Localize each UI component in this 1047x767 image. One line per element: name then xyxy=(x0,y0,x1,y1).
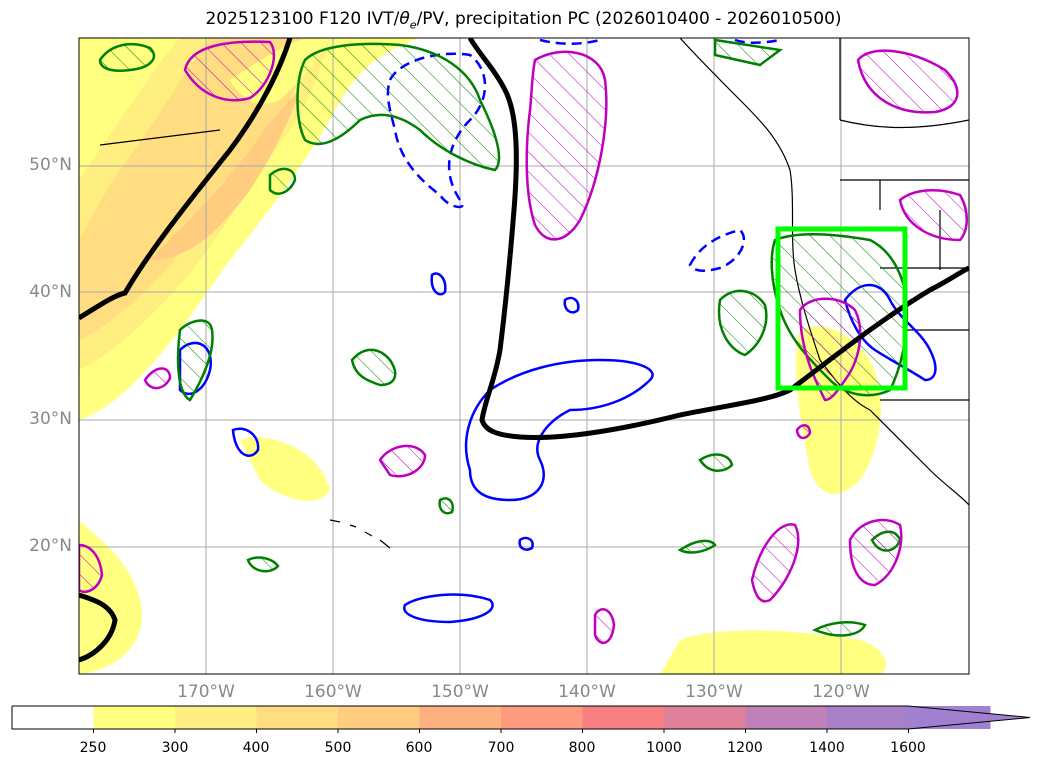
cb-label-500: 500 xyxy=(324,740,352,756)
colorbar-segment xyxy=(419,706,502,729)
colorbar-segment xyxy=(175,706,257,729)
cb-label-700: 700 xyxy=(487,740,515,756)
colorbar-segment xyxy=(12,706,94,729)
map-area xyxy=(79,38,969,674)
colorbar-segment xyxy=(582,706,665,729)
colorbar xyxy=(11,705,1031,733)
colorbar-segment xyxy=(664,706,746,729)
lat-label-30: 30°N xyxy=(29,409,72,429)
colorbar-segment xyxy=(256,706,339,729)
lon-label-170w: 170°W xyxy=(177,682,235,702)
colorbar-segment xyxy=(93,706,176,729)
cb-label-600: 600 xyxy=(405,740,433,756)
lat-label-50: 50°N xyxy=(29,155,72,175)
colorbar-segment xyxy=(745,706,828,729)
colorbar-segment xyxy=(827,706,909,729)
pv-negative-dashed xyxy=(386,38,781,272)
ivt-shading xyxy=(79,38,886,674)
lon-label-140w: 140°W xyxy=(558,682,616,702)
colorbar-segment xyxy=(501,706,583,729)
precip-contours xyxy=(79,40,968,645)
colorbar-segment xyxy=(338,706,420,729)
highlight-box xyxy=(775,226,908,391)
lon-label-130w: 130°W xyxy=(685,682,743,702)
colorbar-outline xyxy=(11,705,1031,730)
lon-label-160w: 160°W xyxy=(304,682,362,702)
cb-label-400: 400 xyxy=(242,740,270,756)
cb-label-800: 800 xyxy=(568,740,596,756)
lat-label-40: 40°N xyxy=(29,282,72,302)
cb-label-1000: 1000 xyxy=(646,740,682,756)
title-text-post: /PV, precipitation PC (2026010400 - 2026… xyxy=(416,9,842,29)
map-title: 2025123100 F120 IVT/θe/PV, precipitation… xyxy=(0,9,1047,31)
colorbar-extend-arrow xyxy=(908,706,1030,729)
map-frame xyxy=(78,37,970,675)
title-theta-sub: e xyxy=(409,18,417,32)
cb-label-1200: 1200 xyxy=(727,740,763,756)
cb-label-300: 300 xyxy=(161,740,189,756)
lon-label-120w: 120°W xyxy=(812,682,870,702)
theta-e-contours xyxy=(79,38,969,663)
cb-label-1400: 1400 xyxy=(809,740,845,756)
cb-label-1600: 1600 xyxy=(890,740,926,756)
title-text-pre: 2025123100 F120 IVT/ xyxy=(205,9,400,29)
cb-label-250: 250 xyxy=(79,740,107,756)
lon-label-150w: 150°W xyxy=(431,682,489,702)
title-theta: θ xyxy=(399,9,410,29)
lat-label-20: 20°N xyxy=(29,536,72,556)
